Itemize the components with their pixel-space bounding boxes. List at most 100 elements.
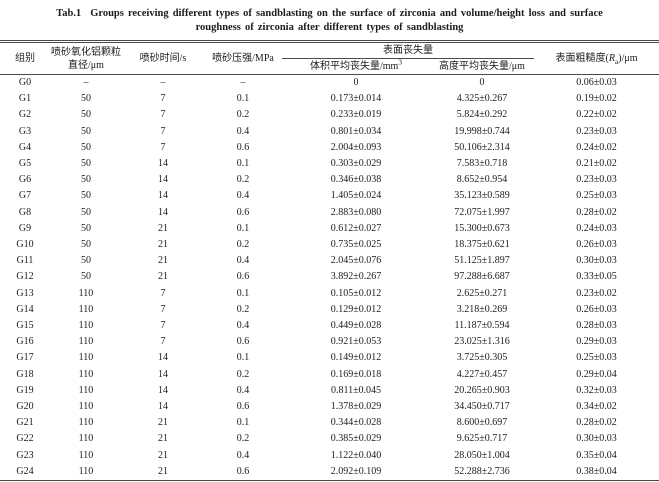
- cell-particle-diameter: 110: [78, 352, 94, 364]
- cell-pressure: 0.1: [236, 352, 250, 364]
- cell-volume-loss: 3.892±0.267: [330, 271, 382, 283]
- cell-pressure: 0.2: [236, 239, 250, 251]
- col-header-roughness: 表面粗糙度(Ra)/μm: [534, 41, 659, 75]
- cell-roughness: 0.21±0.02: [576, 158, 617, 170]
- table-row: G2 50 7 0.2 0.233±0.019 5.824±0.292 0.22±0.02: [0, 107, 659, 123]
- cell-volume-loss: 1.122±0.040: [330, 449, 382, 461]
- table-row: G4 50 7 0.6 2.004±0.093 50.106±2.314 0.24±0.02: [0, 140, 659, 156]
- cell-particle-diameter: 50: [81, 141, 91, 153]
- sandblasting-groups-table: 组别 喷砂氧化铝颗粒 直径/μm 喷砂时间/s 喷砂压强/MPa 表面丧失量 表面…: [0, 40, 659, 482]
- caption-label: Tab.1: [56, 8, 82, 19]
- col-header-surface-loss: 表面丧失量: [282, 41, 534, 59]
- cell-time: 7: [160, 303, 166, 315]
- cell-time: 7: [160, 336, 166, 348]
- cell-particle-diameter: 50: [81, 222, 91, 234]
- cell-pressure: 0.1: [236, 158, 250, 170]
- cell-height-loss: 4.227±0.457: [456, 368, 508, 380]
- cell-particle-diameter: 50: [81, 93, 91, 105]
- cell-group: G24: [16, 465, 34, 477]
- cell-volume-loss: 1.405±0.024: [330, 190, 382, 202]
- roughness-subscript: a: [614, 56, 619, 66]
- cell-volume-loss: 0.173±0.014: [330, 93, 382, 105]
- cell-height-loss: 20.265±0.903: [454, 384, 510, 396]
- cell-roughness: 0.22±0.02: [576, 109, 617, 121]
- col-header-volume-loss: 体积平均丧失量/mm3: [282, 58, 430, 75]
- cell-group: G4: [18, 141, 32, 153]
- cell-height-loss: 8.600±0.697: [456, 417, 508, 429]
- cell-volume-loss: 0.149±0.012: [330, 352, 382, 364]
- cell-volume-loss: 0.612±0.027: [330, 222, 382, 234]
- cell-time: 21: [158, 465, 168, 477]
- cell-particle-diameter: –: [83, 77, 89, 88]
- cell-pressure: 0.1: [236, 287, 250, 299]
- cell-roughness: 0.32±0.03: [576, 384, 617, 396]
- cell-particle-diameter: 50: [81, 271, 91, 283]
- cell-roughness: 0.23±0.03: [576, 174, 617, 186]
- cell-roughness: 0.26±0.03: [576, 303, 617, 315]
- roughness-symbol: R: [608, 52, 615, 64]
- cell-time: 14: [158, 174, 168, 186]
- cell-time: 14: [158, 368, 168, 380]
- cell-group: G15: [16, 320, 34, 332]
- cell-particle-diameter: 110: [78, 449, 94, 461]
- caption-text-1: Groups receiving different types of sand…: [90, 8, 603, 19]
- cell-roughness: 0.38±0.04: [576, 465, 617, 477]
- cell-particle-diameter: 50: [81, 109, 91, 121]
- cell-group: G16: [16, 336, 34, 348]
- table-header: 组别 喷砂氧化铝颗粒 直径/μm 喷砂时间/s 喷砂压强/MPa 表面丧失量 表面…: [0, 41, 659, 75]
- cell-time: 14: [158, 190, 168, 202]
- cell-volume-loss: 0.449±0.028: [330, 320, 382, 332]
- cell-height-loss: 7.583±0.718: [456, 158, 508, 170]
- cell-group: G18: [16, 368, 34, 380]
- cell-height-loss: 5.824±0.292: [456, 109, 508, 121]
- cell-volume-loss: 0.346±0.038: [330, 174, 382, 186]
- roughness-prefix: 表面粗糙度(: [555, 52, 609, 64]
- cell-group: G1: [18, 93, 32, 105]
- cell-particle-diameter: 50: [81, 206, 91, 218]
- cell-roughness: 0.34±0.02: [576, 401, 617, 413]
- table-row: G11 50 21 0.4 2.045±0.076 51.125±1.897 0.30±0.…: [0, 253, 659, 269]
- col-header-particle-line1: 喷砂氧化铝颗粒: [51, 46, 121, 58]
- cell-volume-loss: 0.233±0.019: [330, 109, 382, 121]
- cell-roughness: 0.25±0.03: [576, 352, 617, 364]
- cell-height-loss: 3.725±0.305: [456, 352, 508, 364]
- cell-pressure: 0.6: [236, 336, 250, 348]
- cell-volume-loss: 2.092±0.109: [330, 465, 382, 477]
- cell-group: G11: [16, 255, 34, 267]
- cell-volume-loss: 0: [353, 77, 359, 88]
- cell-roughness: 0.24±0.03: [576, 222, 617, 234]
- cell-height-loss: 72.075±1.997: [454, 206, 510, 218]
- cell-roughness: 0.28±0.03: [576, 320, 617, 332]
- cell-particle-diameter: 110: [78, 417, 94, 429]
- cell-particle-diameter: 50: [81, 239, 91, 251]
- col-header-group: 组别: [0, 41, 50, 75]
- cell-roughness: 0.19±0.02: [576, 93, 617, 105]
- cell-time: 7: [160, 109, 166, 121]
- cell-pressure: 0.2: [236, 303, 250, 315]
- table-row: G18 110 14 0.2 0.169±0.018 4.227±0.457 0.29±0.…: [0, 367, 659, 383]
- col-header-particle-diameter: 喷砂氧化铝颗粒 直径/μm: [50, 41, 122, 75]
- cell-volume-loss: 0.811±0.045: [330, 384, 382, 396]
- cell-roughness: 0.06±0.03: [576, 77, 617, 88]
- cell-particle-diameter: 110: [78, 368, 94, 380]
- cell-roughness: 0.26±0.03: [576, 239, 617, 251]
- cell-height-loss: 4.325±0.267: [456, 93, 508, 105]
- cell-pressure: 0.4: [236, 125, 250, 137]
- cell-height-loss: 11.187±0.594: [454, 320, 510, 332]
- cell-time: 7: [160, 287, 166, 299]
- table-row: G12 50 21 0.6 3.892±0.267 97.288±6.687 0.33±0.…: [0, 269, 659, 285]
- cell-time: 14: [158, 401, 168, 413]
- cell-roughness: 0.28±0.02: [576, 417, 617, 429]
- cell-volume-loss: 0.921±0.053: [330, 336, 382, 348]
- cell-pressure: 0.2: [236, 368, 250, 380]
- cell-group: G12: [16, 271, 34, 283]
- caption-line-1: Tab.1 Groups receiving different types of…: [0, 7, 659, 21]
- cell-time: 21: [158, 417, 168, 429]
- table-row: G1 50 7 0.1 0.173±0.014 4.325±0.267 0.19±0.02: [0, 91, 659, 107]
- table-row: G7 50 14 0.4 1.405±0.024 35.123±0.589 0.25±0.0…: [0, 188, 659, 204]
- cell-group: G20: [16, 401, 34, 413]
- cell-volume-loss: 0.735±0.025: [330, 239, 382, 251]
- cell-group: G10: [16, 239, 34, 251]
- cell-group: G0: [18, 77, 32, 88]
- col-header-time: 喷砂时间/s: [122, 41, 204, 75]
